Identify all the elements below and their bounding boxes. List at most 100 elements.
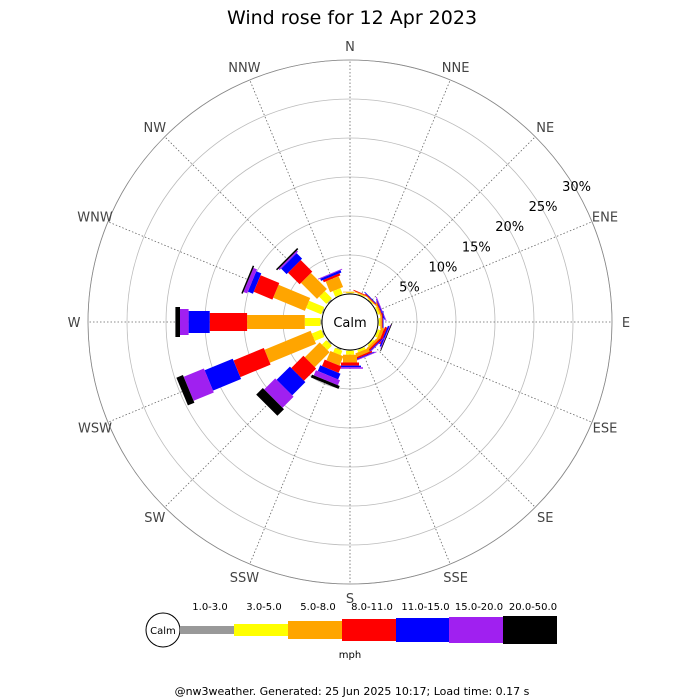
petal-segment [332, 288, 343, 297]
petal-segment [367, 298, 374, 305]
petal-segment [379, 325, 390, 347]
petal-segment [337, 367, 363, 369]
petal-segment [367, 339, 375, 347]
petal-segment [327, 340, 332, 345]
petal-sw [256, 340, 332, 416]
legend-bin-label: 3.0-5.0 [246, 602, 281, 613]
petal-segment [380, 315, 382, 329]
calm-circle: Calm [321, 293, 379, 351]
petal-segment [376, 301, 384, 319]
petal-segment [288, 260, 313, 285]
direction-label-w: W [68, 316, 81, 331]
grid-spoke [249, 347, 340, 565]
grid-spoke [360, 79, 451, 297]
petal-segment [322, 273, 341, 283]
direction-labels: N NNE NE ENE E ESE SE SSE S SSW SW WSW W WNW NW NNW [68, 40, 631, 607]
petal-segment [253, 275, 280, 300]
radial-tick-label: 20% [495, 220, 524, 235]
petal-segment [378, 318, 381, 326]
direction-label-n: N [345, 40, 355, 55]
petal-segment [376, 327, 385, 342]
petal-segment [183, 368, 214, 401]
petal-segment [321, 308, 326, 314]
petal-segment [366, 338, 379, 351]
petal-segment [188, 311, 210, 333]
petal-segment [366, 295, 377, 306]
legend-bin-label: 20.0-50.0 [509, 602, 557, 613]
radial-tick-label: 10% [428, 260, 457, 275]
legend-bin-label: 15.0-20.0 [455, 602, 503, 613]
petal-segment [353, 351, 375, 361]
grid-ring [165, 137, 535, 507]
direction-label-wnw: WNW [77, 210, 113, 225]
petal-w [175, 307, 322, 337]
petal-segment [365, 293, 379, 307]
petal-segment [366, 338, 381, 353]
petal-segment [353, 289, 371, 298]
outer-ring [87, 59, 613, 585]
petal-segment [380, 323, 393, 352]
legend-bin-label: 5.0-8.0 [300, 602, 335, 613]
legend-swatch [288, 621, 342, 639]
petal-segment [339, 365, 361, 368]
petal-segment [343, 291, 357, 293]
petal-wsw [176, 329, 326, 406]
petal-s [337, 350, 363, 369]
petal-segment [176, 375, 195, 406]
petal-wnw [241, 265, 326, 315]
petal-segment [304, 342, 330, 368]
calm-circle-shape [321, 293, 379, 351]
petal-segment [318, 268, 343, 280]
petal-segment [327, 299, 332, 304]
petal-segment [273, 284, 311, 311]
petal-segment [375, 296, 387, 322]
petal-segment [180, 309, 189, 335]
petal-segment [321, 340, 332, 351]
grid-spoke [375, 332, 593, 423]
radial-tick-label: 5% [399, 281, 420, 296]
petal-segment [336, 346, 342, 351]
chart-title: Wind rose for 12 Apr 2023 [227, 7, 477, 29]
petal-segment [382, 311, 384, 333]
petal-segment [233, 348, 271, 378]
petal-segment [264, 330, 316, 363]
legend-swatch [342, 619, 396, 641]
petal-segment [310, 374, 340, 389]
petal-segment [209, 313, 248, 331]
legend-swatch [449, 617, 503, 643]
direction-label-nw: NW [144, 121, 167, 136]
direction-label-nne: NNE [442, 61, 470, 76]
legend-bin-label: 11.0-15.0 [401, 602, 449, 613]
legend-units: mph [339, 650, 361, 661]
petal-segment [321, 330, 326, 336]
petal-segment [243, 267, 257, 294]
petal-segment [175, 307, 180, 337]
petal-segment [278, 250, 298, 270]
petal-nw [276, 248, 332, 304]
petal-segment [204, 358, 242, 391]
radial-tick-label: 30% [562, 180, 591, 195]
petal-segment [380, 324, 391, 349]
petal-segment [375, 306, 380, 315]
legend-swatch [503, 616, 557, 644]
petal-segment [366, 338, 383, 355]
legend-bin-label: 1.0-3.0 [192, 602, 227, 613]
direction-label-sse: SSE [443, 571, 468, 586]
grid-ring [126, 98, 574, 546]
grid-spoke [360, 347, 451, 565]
grid-spoke [369, 341, 536, 508]
petal-segment [341, 362, 359, 366]
direction-label-e: E [622, 316, 630, 331]
direction-label-nnw: NNW [228, 61, 260, 76]
petal-segment [357, 347, 366, 353]
petal-ssw [310, 346, 344, 389]
petal-segment [375, 329, 381, 338]
petal-n [343, 291, 357, 294]
speed-legend: Calm 1.0-3.0 3.0-5.0 5.0-8.0 8.0-11.0 11.0-15… [145, 602, 557, 648]
petal-segment [276, 248, 299, 271]
legend-swatch [180, 626, 234, 634]
petal-segment [346, 350, 354, 355]
petal-segment [247, 315, 305, 329]
petal-segment [281, 253, 303, 275]
